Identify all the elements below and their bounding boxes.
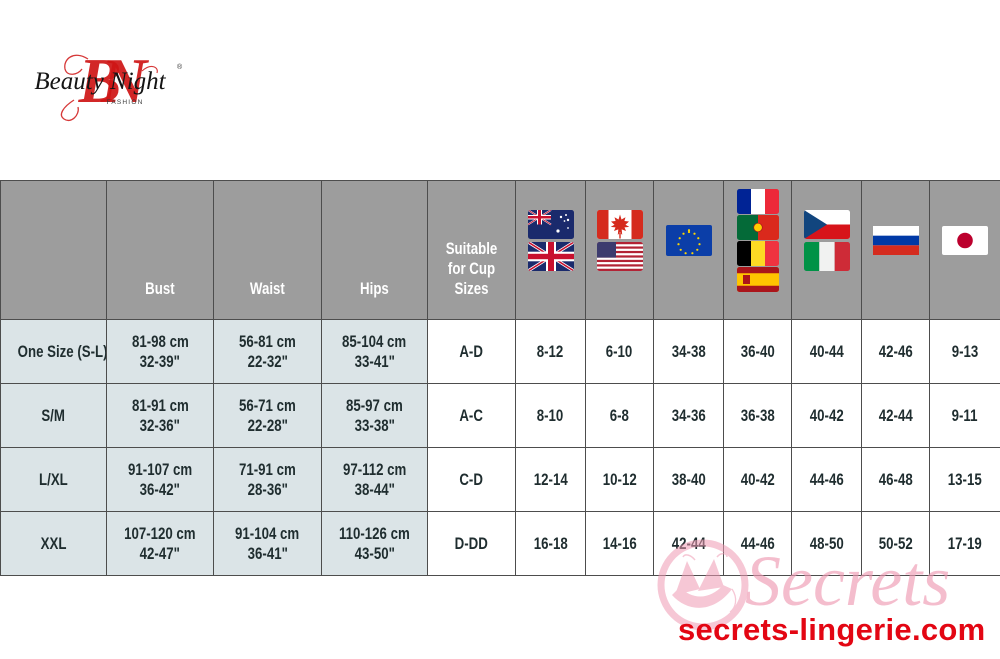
svg-text:Beauty Night: Beauty Night <box>34 68 166 95</box>
svg-text:®: ® <box>177 63 183 71</box>
svg-text:FASHION: FASHION <box>107 99 144 106</box>
svg-text:Secrets: Secrets <box>745 541 950 621</box>
